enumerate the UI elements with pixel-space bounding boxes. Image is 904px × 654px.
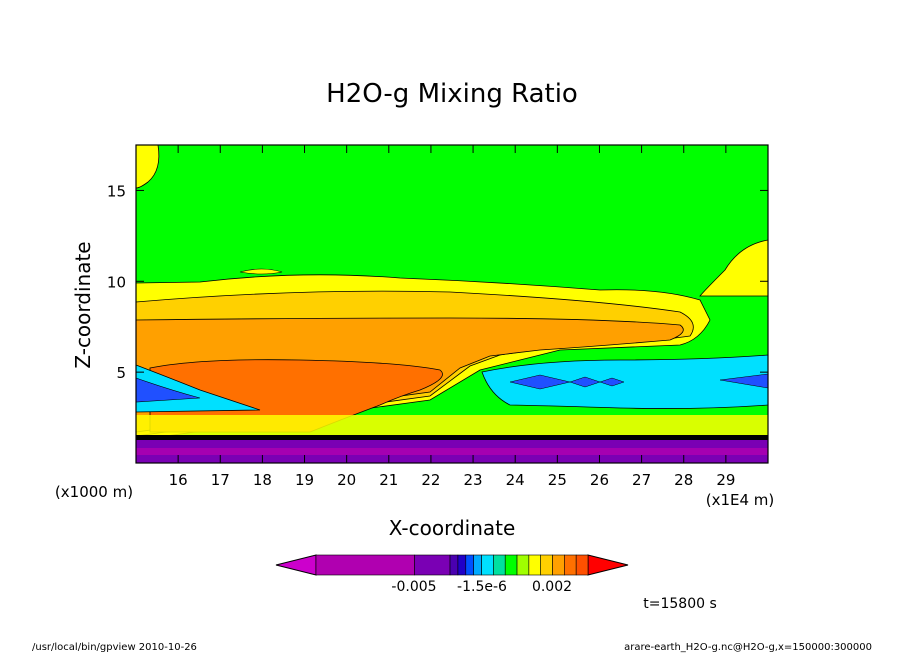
x-tick-label: 16 bbox=[169, 471, 188, 489]
y-tick-label: 15 bbox=[107, 182, 126, 200]
colorbar-swatch bbox=[414, 554, 451, 576]
x-tick-label: 23 bbox=[464, 471, 483, 489]
colorbar-swatch bbox=[504, 554, 518, 576]
x-tick-label: 20 bbox=[337, 471, 356, 489]
colorbar-swatch bbox=[564, 554, 577, 576]
y-ticks: 5 10 15 bbox=[107, 182, 768, 382]
y-tick-label: 10 bbox=[107, 273, 126, 291]
plot-frame bbox=[135, 144, 769, 464]
region-dark-orange bbox=[149, 359, 443, 433]
colorbar-swatch bbox=[493, 554, 506, 576]
colorbar-label: -0.005 bbox=[391, 579, 436, 595]
y-tick-label: 5 bbox=[116, 364, 126, 382]
colorbar-swatch bbox=[575, 554, 589, 576]
footer-right: arare-earth_H2O-g.nc@H2O-g,x=150000:3000… bbox=[624, 642, 872, 653]
x-tick-label: 27 bbox=[632, 471, 651, 489]
region-blue-diamonds bbox=[509, 373, 769, 390]
region-low-yellow bbox=[136, 415, 768, 438]
x-tick-label: 29 bbox=[716, 471, 735, 489]
colorbar-swatch bbox=[528, 554, 541, 576]
colorbar-labels: -0.005 -1.5e-6 0.002 bbox=[391, 579, 572, 595]
x-tick-label: 19 bbox=[295, 471, 314, 489]
x-tick-label: 17 bbox=[211, 471, 230, 489]
colorbar-swatch bbox=[481, 554, 494, 576]
x-tick-label: 28 bbox=[674, 471, 693, 489]
colorbar-swatch bbox=[465, 554, 474, 576]
colorbar bbox=[275, 554, 629, 576]
colorbar-arrow-left bbox=[275, 554, 317, 576]
region-blue-left bbox=[135, 377, 201, 403]
colorbar-swatch bbox=[552, 554, 565, 576]
colorbar-label: -1.5e-6 bbox=[457, 579, 507, 595]
region-blob bbox=[239, 268, 283, 275]
time-label: t=15800 s bbox=[643, 596, 717, 612]
x-tick-label: 22 bbox=[421, 471, 440, 489]
colorbar-swatch bbox=[315, 554, 415, 576]
x-tick-label: 24 bbox=[506, 471, 525, 489]
x-tick-label: 21 bbox=[379, 471, 398, 489]
y-axis-label: Z-coordinate bbox=[71, 241, 95, 368]
footer-left: /usr/local/bin/gpview 2010-10-26 bbox=[32, 642, 197, 653]
colorbar-label: 0.002 bbox=[532, 579, 572, 595]
region-boundary bbox=[136, 435, 768, 440]
x-tick-label: 18 bbox=[253, 471, 272, 489]
y-axis-unit: (x1000 m) bbox=[55, 483, 133, 501]
x-ticks: 16 17 18 19 20 21 22 23 24 25 26 27 28 29 bbox=[169, 145, 735, 489]
colorbar-arrow-right bbox=[587, 554, 629, 576]
plot-area bbox=[135, 144, 769, 464]
x-axis-label: X-coordinate bbox=[389, 516, 516, 540]
colorbar-swatch bbox=[473, 554, 482, 576]
region-cyan bbox=[481, 354, 769, 409]
colorbar-swatch bbox=[516, 554, 530, 576]
chart-title: H2O-g Mixing Ratio bbox=[326, 79, 578, 109]
region-magenta bbox=[136, 448, 768, 455]
x-axis-unit: (x1E4 m) bbox=[706, 491, 775, 509]
x-tick-label: 25 bbox=[548, 471, 567, 489]
colorbar-swatch bbox=[540, 554, 553, 576]
colorbar-swatch bbox=[449, 554, 459, 576]
region-yellow-right bbox=[699, 239, 769, 297]
colorbar-swatch bbox=[457, 554, 467, 576]
region-yellow-topleft bbox=[135, 144, 160, 189]
x-tick-label: 26 bbox=[590, 471, 609, 489]
